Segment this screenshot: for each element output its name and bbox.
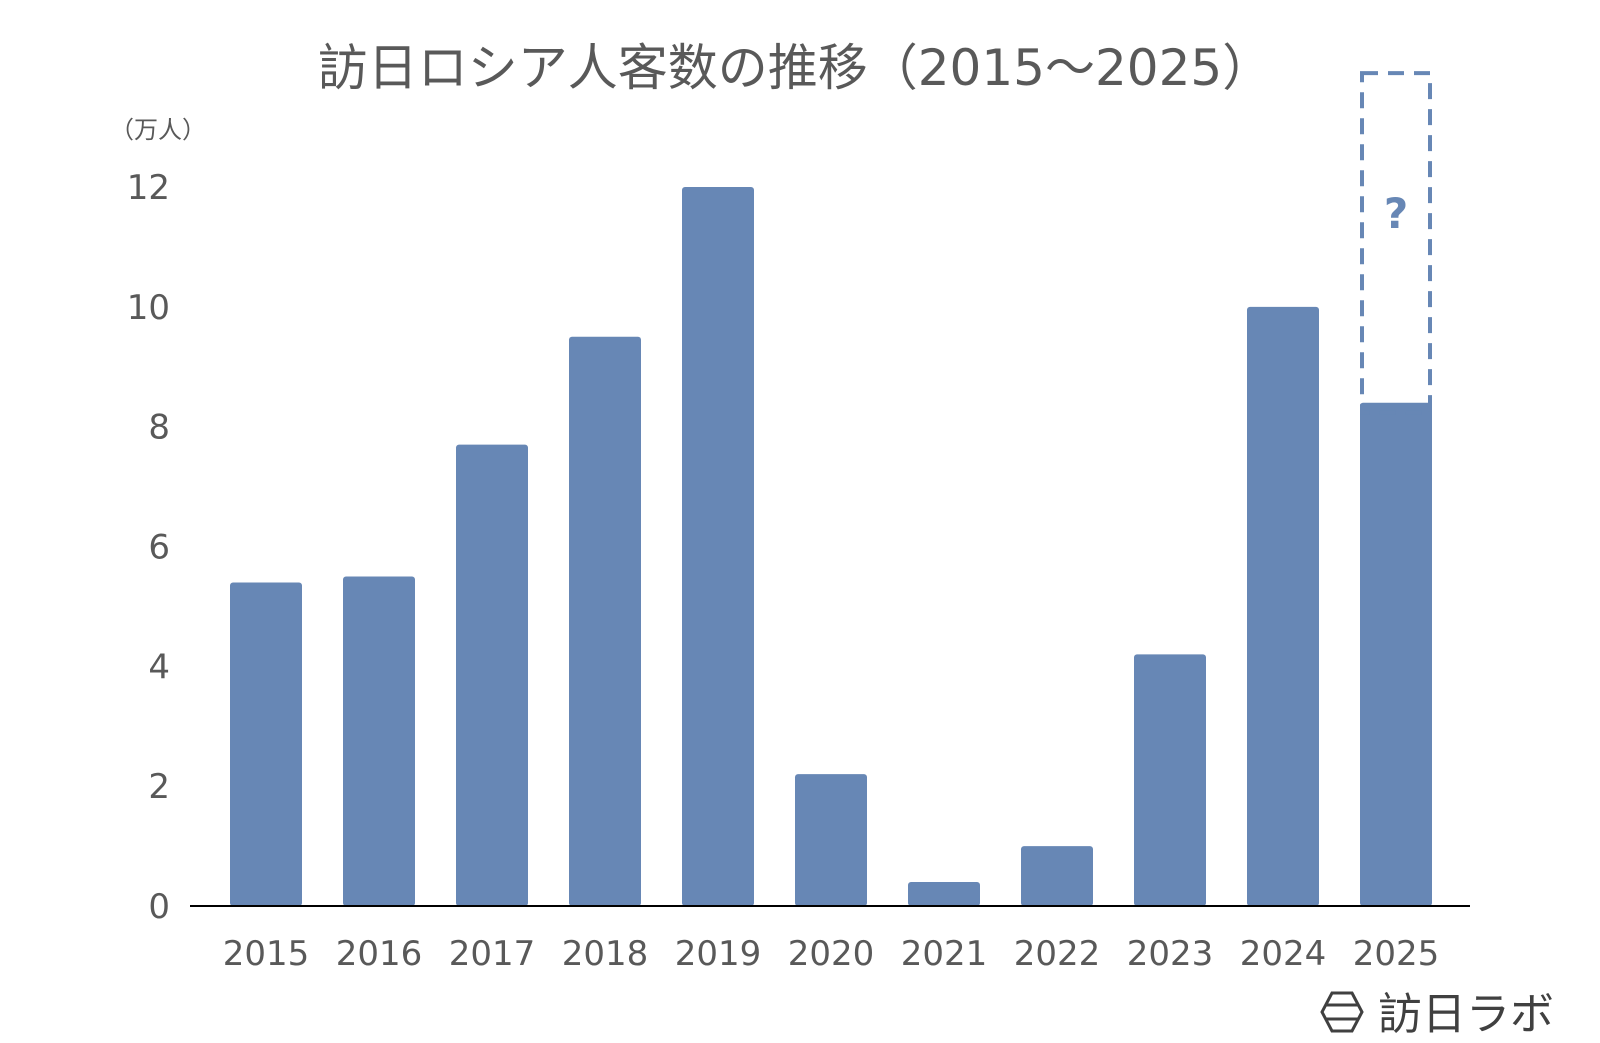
projection-box: ? — [1360, 71, 1432, 415]
x-axis-ticks: 2015 2016 2017 2018 2019 2020 2021 2022 2023 2024… — [223, 934, 1440, 974]
bar-2017 — [456, 444, 528, 906]
bars — [230, 187, 1432, 907]
x-tick-label: 2024 — [1240, 934, 1327, 974]
x-tick-label: 2016 — [336, 934, 423, 974]
brand-logo: 訪日ラボ — [1320, 989, 1554, 1040]
bar-2023 — [1134, 654, 1206, 906]
y-axis-ticks: 0 2 4 6 8 10 12 — [127, 168, 170, 927]
x-tick-label: 2017 — [449, 934, 536, 974]
bar-2024 — [1247, 306, 1319, 906]
projection-question-mark: ? — [1384, 189, 1408, 238]
x-tick-label: 2015 — [223, 934, 310, 974]
bar-2020 — [795, 774, 867, 906]
y-tick-label: 12 — [127, 168, 170, 208]
y-tick-label: 4 — [148, 647, 170, 687]
bar-2021 — [908, 882, 980, 906]
bar-2016 — [343, 576, 415, 906]
bar-2018 — [569, 336, 641, 907]
bar-2019 — [682, 187, 754, 906]
x-tick-label: 2021 — [901, 934, 988, 974]
x-tick-label: 2020 — [788, 934, 875, 974]
x-tick-label: 2019 — [675, 934, 762, 974]
hexagon-logo-icon — [1320, 991, 1364, 1033]
x-tick-label: 2018 — [562, 934, 649, 974]
y-tick-label: 10 — [127, 288, 170, 328]
x-tick-label: 2025 — [1353, 934, 1440, 974]
y-tick-label: 6 — [148, 528, 170, 568]
x-tick-label: 2023 — [1127, 934, 1214, 974]
y-axis-unit-label: （万人） — [110, 116, 206, 144]
chart-title: 訪日ロシア人客数の推移（2015～2025） — [318, 39, 1273, 97]
x-tick-label: 2022 — [1014, 934, 1101, 974]
bar-2025 — [1360, 402, 1432, 906]
y-tick-label: 2 — [148, 767, 170, 807]
bar-2015 — [230, 582, 302, 906]
y-tick-label: 8 — [148, 408, 170, 448]
brand-name: 訪日ラボ — [1378, 989, 1554, 1040]
bar-2022 — [1021, 846, 1093, 906]
projection-dashed-outline — [1360, 71, 1432, 415]
y-tick-label: 0 — [148, 887, 170, 927]
